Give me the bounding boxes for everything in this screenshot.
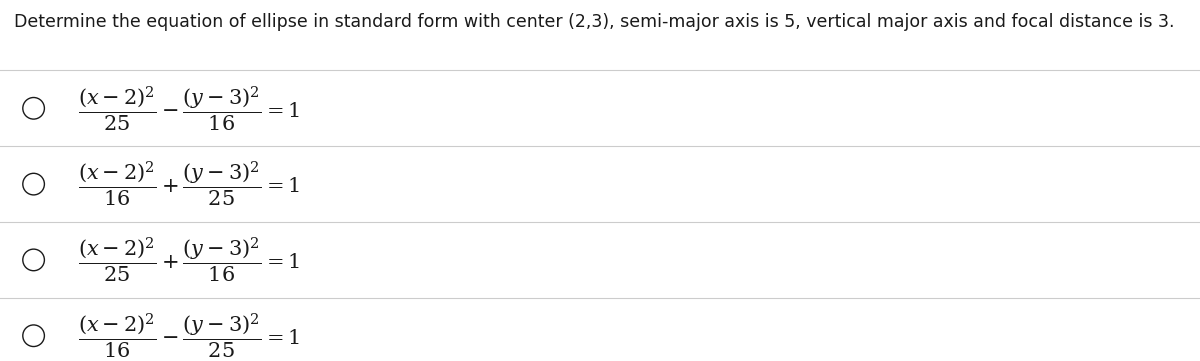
Text: $\dfrac{(x-2)^2}{16} - \dfrac{(y-3)^2}{25} = 1$: $\dfrac{(x-2)^2}{16} - \dfrac{(y-3)^2}{2… [78,312,300,360]
Text: $\dfrac{(x-2)^2}{25} + \dfrac{(y-3)^2}{16} = 1$: $\dfrac{(x-2)^2}{25} + \dfrac{(y-3)^2}{1… [78,236,300,284]
Text: Determine the equation of ellipse in standard form with center (2,3), semi-major: Determine the equation of ellipse in sta… [14,13,1175,31]
Text: $\dfrac{(x-2)^2}{16} + \dfrac{(y-3)^2}{25} = 1$: $\dfrac{(x-2)^2}{16} + \dfrac{(y-3)^2}{2… [78,160,300,208]
Text: $\dfrac{(x-2)^2}{25} - \dfrac{(y-3)^2}{16} = 1$: $\dfrac{(x-2)^2}{25} - \dfrac{(y-3)^2}{1… [78,84,300,132]
